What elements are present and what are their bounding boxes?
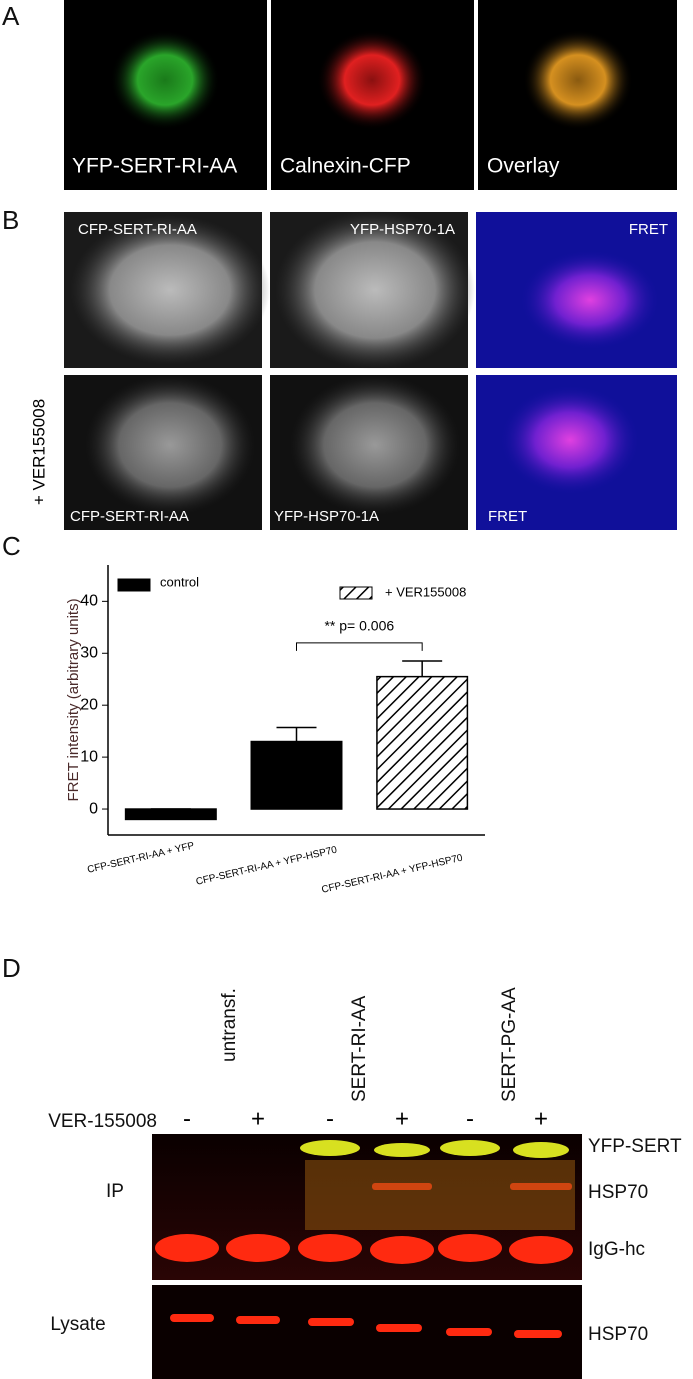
error-bar <box>150 808 191 820</box>
y-tick-label: 10 <box>80 748 98 765</box>
significance-bracket <box>296 642 423 651</box>
panel-label: A <box>2 1 20 31</box>
bar <box>250 740 343 810</box>
blot-label: IP <box>106 1181 124 1202</box>
band-label: YFP-SERT <box>588 1136 682 1157</box>
error-bar <box>402 660 443 677</box>
group-label: SERT-RI-AA <box>349 995 370 1102</box>
lane-label: - <box>326 1105 334 1132</box>
bar <box>376 675 469 810</box>
y-axis-title: FRET intensity (arbitrary units) <box>65 598 82 801</box>
x-tick-label: CFP-SERT-RI-AA + YFP-HSP70 <box>321 852 465 895</box>
y-tick-label: 0 <box>89 800 98 817</box>
blot-label: Lysate <box>50 1314 105 1335</box>
error-bar <box>276 726 317 742</box>
band-label: HSP70 <box>588 1324 648 1345</box>
legend-swatch <box>117 578 151 592</box>
y-tick-label: 20 <box>80 696 98 713</box>
group-label: untransf. <box>219 988 240 1062</box>
lane-label: + <box>395 1105 409 1132</box>
panel-label: B <box>2 205 19 235</box>
legend-label: + VER155008 <box>385 584 466 599</box>
image-caption: YFP-HSP70-1A <box>350 221 455 238</box>
lane-label: + <box>534 1105 548 1132</box>
image-caption: FRET <box>629 221 668 238</box>
y-tick-label: 30 <box>80 644 98 661</box>
legend-label: control <box>160 574 199 589</box>
lane-label: - <box>183 1105 191 1132</box>
micrograph-grid <box>64 210 677 530</box>
group-label: SERT-PG-AA <box>499 987 520 1102</box>
x-tick-label: CFP-SERT-RI-AA + YFP <box>86 840 195 875</box>
image-caption: YFP-SERT-RI-AA <box>72 155 237 178</box>
band-label: HSP70 <box>588 1182 648 1203</box>
image-caption: CFP-SERT-RI-AA <box>70 508 189 525</box>
treatment-label: VER-155008 <box>48 1111 157 1132</box>
image-caption: CFP-SERT-RI-AA <box>78 221 197 238</box>
image-caption: Calnexin-CFP <box>280 155 411 178</box>
image-caption: Overlay <box>487 155 560 178</box>
lane-label: - <box>466 1105 474 1132</box>
lane-label: + <box>251 1105 265 1132</box>
image-caption: YFP-HSP70-1A <box>274 508 379 525</box>
band-label: IgG-hc <box>588 1239 645 1260</box>
lane-labels: - + - + - + <box>183 1105 548 1132</box>
y-tick-label: 40 <box>80 593 98 610</box>
treatment-label: + VER155008 <box>29 399 48 505</box>
annotation: ** p= 0.006 <box>324 618 394 634</box>
panel-label: D <box>2 953 21 983</box>
x-tick-label: CFP-SERT-RI-AA + YFP-HSP70 <box>195 844 339 887</box>
blot-images <box>152 1134 582 1379</box>
panel-label: C <box>2 531 21 561</box>
micrograph-row <box>64 0 677 190</box>
image-caption: FRET <box>488 508 527 525</box>
legend-swatch <box>339 586 373 600</box>
